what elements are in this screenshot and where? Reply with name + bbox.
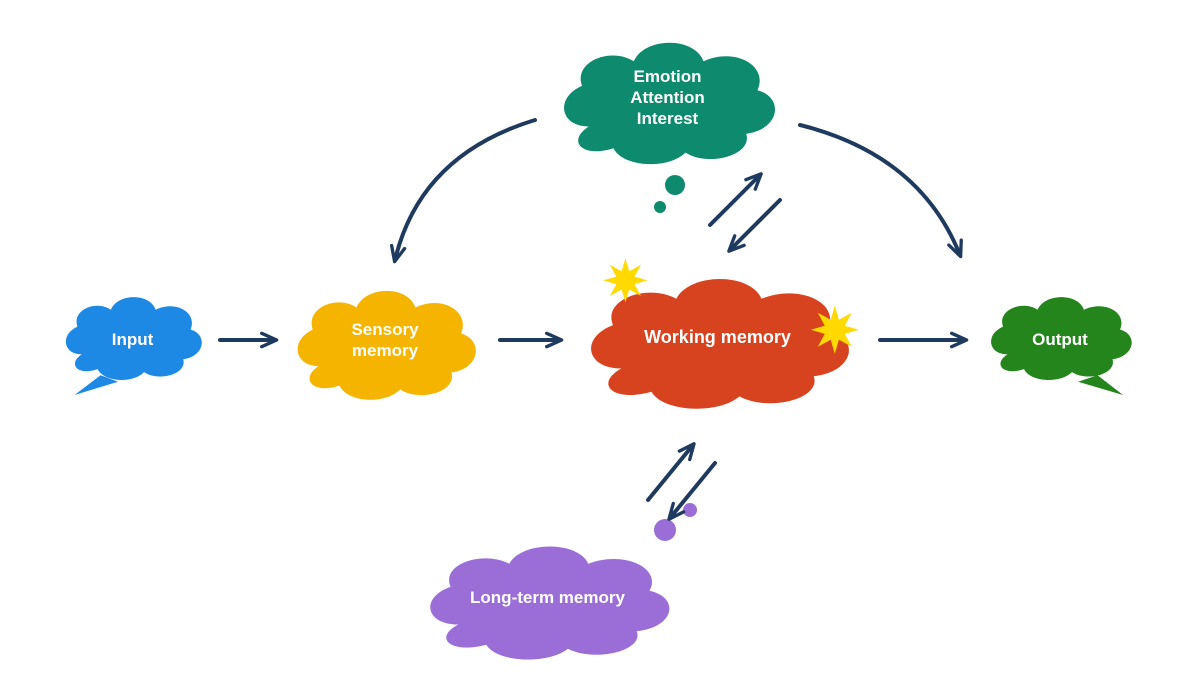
thought-bubble-dot	[654, 201, 666, 213]
star-icon	[599, 254, 652, 307]
node-working: Working memory	[580, 260, 855, 415]
node-output: Output	[985, 285, 1135, 395]
arrow-longterm-working-bi-a	[648, 445, 693, 500]
node-emotion: Emotion Attention Interest	[555, 25, 780, 170]
arrow-emotion-to-output	[800, 125, 960, 255]
node-input: Input	[60, 285, 205, 395]
arrow-emotion-to-sensory	[395, 120, 535, 260]
star-icon	[806, 301, 864, 359]
node-sensory: Sensory memory	[290, 275, 480, 405]
thought-bubble-dot	[665, 175, 685, 195]
thought-bubble-dot	[654, 519, 676, 541]
node-longterm: Long-term memory	[420, 530, 675, 665]
arrow-emotion-working-bi-b	[730, 200, 780, 250]
arrow-emotion-working-bi-a	[710, 175, 760, 225]
thought-bubble-dot	[683, 503, 697, 517]
memory-model-diagram: Input Sensory memory Working memory Output E…	[0, 0, 1200, 675]
